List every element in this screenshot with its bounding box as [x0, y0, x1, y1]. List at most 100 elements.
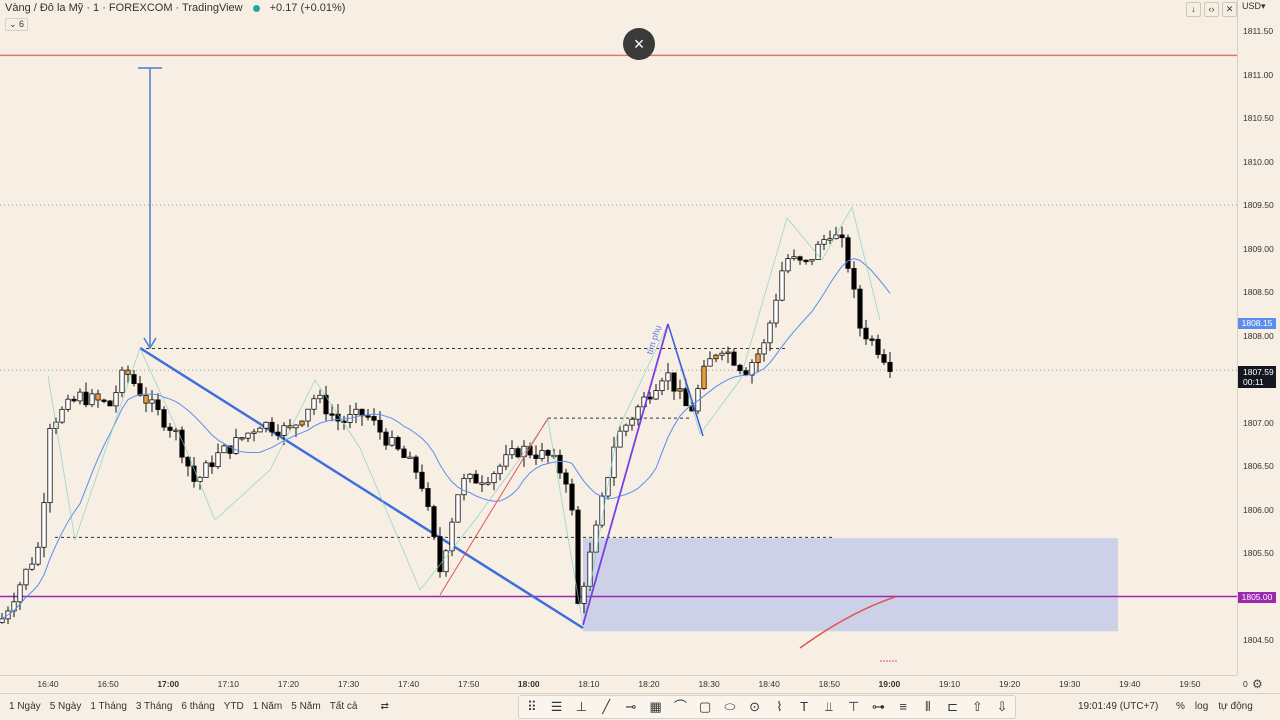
- candle-body: [659, 380, 665, 392]
- percent-toggle[interactable]: %: [1176, 701, 1185, 712]
- candle-body: [371, 416, 377, 421]
- zigzag-line: [47, 205, 881, 626]
- range-5y[interactable]: 5 Năm: [291, 701, 321, 712]
- candle-body: [293, 424, 299, 429]
- drawing-tool-icon[interactable]: ▢: [698, 699, 712, 714]
- drawing-tool-icon[interactable]: ╱: [602, 699, 611, 714]
- candle-body: [587, 551, 593, 587]
- candle-body: [341, 420, 347, 423]
- candle-body: [623, 424, 629, 432]
- candle-body: [23, 568, 29, 586]
- drawing-tool-icon[interactable]: ⊶: [871, 699, 885, 714]
- candle-body: [257, 427, 263, 433]
- drawing-tool-icon[interactable]: ⌒: [673, 699, 687, 714]
- log-toggle[interactable]: log: [1194, 701, 1209, 712]
- clock-timezone[interactable]: 19:01:49 (UTC+7): [1078, 701, 1159, 712]
- price-scale[interactable]: [1237, 0, 1280, 675]
- range-5d[interactable]: 5 Ngày: [49, 701, 82, 712]
- range-ytd[interactable]: YTD: [223, 701, 244, 712]
- candle-body: [407, 456, 413, 459]
- drawing-tool-icon[interactable]: ≡: [899, 699, 907, 714]
- candle-body: [41, 502, 47, 548]
- price-tick-label: 1806.50: [1243, 461, 1274, 471]
- candle-body: [437, 536, 443, 573]
- indicators-toggle-button[interactable]: ⌄ 6: [5, 18, 29, 31]
- measure-arrowhead: [143, 337, 157, 350]
- drawing-tool-icon[interactable]: ⊤: [847, 699, 860, 714]
- candle-body: [83, 391, 89, 406]
- close-icon[interactable]: ×: [623, 28, 655, 60]
- collapse-icon[interactable]: ‹›: [1204, 2, 1219, 17]
- candle-body: [815, 243, 821, 260]
- range-1y[interactable]: 1 Năm: [252, 701, 283, 712]
- candle-body: [617, 430, 623, 448]
- candle-body: [0, 618, 5, 623]
- candle-body: [149, 399, 155, 404]
- candle-body: [653, 390, 659, 400]
- auto-toggle[interactable]: tự động: [1218, 701, 1253, 712]
- chart-pane[interactable]: tím phụ: [0, 0, 1237, 675]
- candle-body: [821, 239, 827, 245]
- indicators-count: 6: [19, 19, 25, 29]
- range-1m[interactable]: 1 Tháng: [90, 701, 127, 712]
- price-tick-label: 1808.00: [1243, 330, 1274, 341]
- candle-body: [425, 488, 431, 507]
- drawing-tool-icon[interactable]: ⇧: [971, 699, 983, 714]
- drawing-tool-icon[interactable]: ⊥: [575, 699, 588, 714]
- drawing-tool-icon[interactable]: ⬭: [724, 699, 736, 714]
- time-tick-label: 19:30: [1059, 679, 1081, 689]
- candle-body: [647, 396, 653, 400]
- time-tick-label: 18:00: [517, 679, 540, 689]
- time-tick-label: 16:50: [97, 679, 119, 689]
- time-tick-label: 17:00: [157, 679, 180, 689]
- drawing-tool-icon[interactable]: ⊙: [749, 699, 761, 714]
- candle-body: [611, 446, 617, 478]
- time-scale[interactable]: [0, 675, 1237, 693]
- candle-body: [431, 506, 437, 537]
- candle-body: [203, 462, 209, 478]
- time-tick-label: 19:20: [998, 679, 1021, 689]
- download-icon[interactable]: ↓: [1186, 2, 1201, 17]
- candle-body: [665, 372, 671, 382]
- drawing-tool-icon[interactable]: ⇩: [996, 699, 1008, 714]
- symbol-title[interactable]: Vàng / Đô la Mỹ · 1 · FOREXCOM · Trading…: [5, 2, 243, 14]
- currency-selector[interactable]: USD▾: [1242, 1, 1266, 11]
- time-tick-label: 17:50: [458, 679, 480, 689]
- candle-body: [101, 399, 107, 402]
- range-6m[interactable]: 6 tháng: [181, 701, 215, 712]
- candle-body: [269, 421, 275, 433]
- candle-body: [299, 420, 305, 426]
- drawing-tool-icon[interactable]: ▦: [649, 699, 662, 714]
- compare-icon[interactable]: ⇄: [380, 701, 389, 712]
- candle-body: [323, 394, 329, 415]
- range-1d[interactable]: 1 Ngày: [9, 701, 41, 712]
- candle-body: [719, 352, 725, 356]
- candle-body: [479, 482, 485, 485]
- candle-body: [539, 450, 545, 459]
- drawing-tool-icon[interactable]: ☰: [550, 699, 563, 714]
- time-tick-label: 18:50: [818, 679, 840, 689]
- candle-body: [185, 456, 191, 467]
- candle-body: [677, 388, 683, 392]
- candle-body: [443, 550, 449, 573]
- range-all[interactable]: Tất cả: [329, 701, 358, 712]
- time-tick-label: 19:40: [1119, 679, 1141, 689]
- drawing-tool-icon[interactable]: ⊸: [625, 699, 637, 714]
- gear-icon[interactable]: ⚙: [1252, 677, 1263, 691]
- drawing-tool-icon[interactable]: ⫫: [825, 699, 833, 714]
- candlestick-chart[interactable]: tím phụ: [0, 0, 1237, 675]
- range-3m[interactable]: 3 Tháng: [135, 701, 173, 712]
- candle-body: [887, 361, 893, 372]
- drawing-tool-icon[interactable]: ⌇: [776, 699, 783, 714]
- drawing-tool-icon[interactable]: ⊏: [947, 699, 959, 714]
- drawing-tool-icon[interactable]: T: [800, 699, 809, 714]
- drawing-tool-icon[interactable]: ⫴: [925, 699, 931, 714]
- candle-body: [113, 392, 119, 407]
- candle-body: [671, 372, 677, 392]
- candle-body: [47, 428, 53, 504]
- close-pane-icon[interactable]: ✕: [1222, 2, 1237, 17]
- candle-body: [635, 406, 641, 420]
- candle-body: [725, 351, 731, 354]
- candle-body: [77, 391, 83, 402]
- candle-body: [737, 364, 743, 372]
